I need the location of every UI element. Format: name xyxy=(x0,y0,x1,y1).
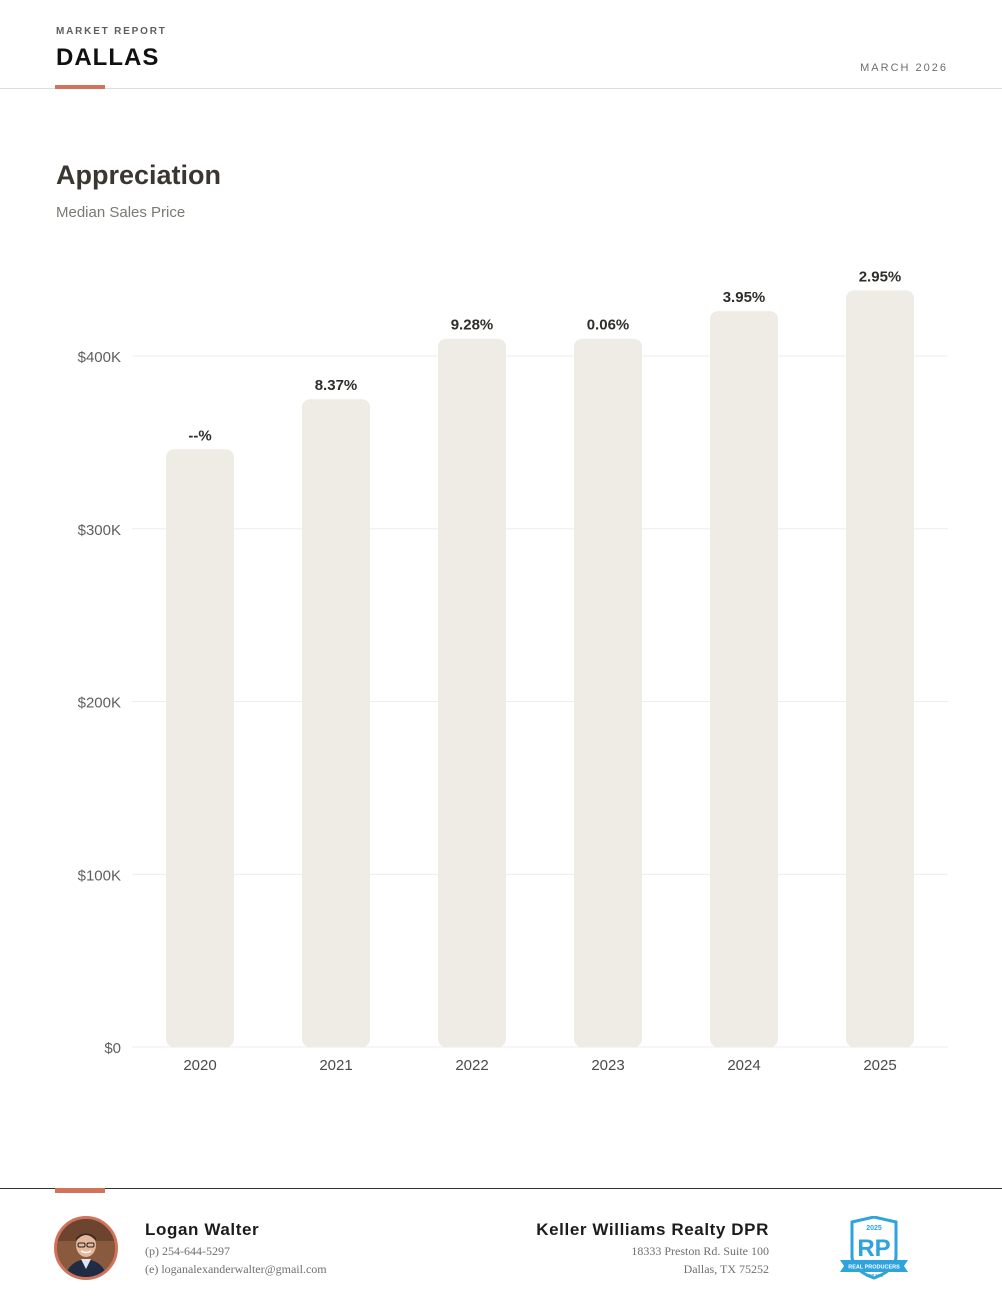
bar xyxy=(846,290,914,1048)
agent-phone[interactable]: (p) 254-644-5297 xyxy=(145,1244,230,1258)
bar-data-label: 0.06% xyxy=(587,317,630,334)
x-tick-label: 2022 xyxy=(455,1057,488,1074)
badge-ribbon: REAL PRODUCERS xyxy=(848,1265,900,1271)
report-eyebrow: MARKET REPORT xyxy=(56,26,167,37)
bar-data-label: --% xyxy=(188,427,211,444)
report-date: MARCH 2026 xyxy=(860,62,948,74)
brokerage-name: Keller Williams Realty DPR xyxy=(536,1220,769,1239)
y-tick-label: $300K xyxy=(78,522,121,539)
bar xyxy=(438,338,506,1048)
y-tick-label: $0 xyxy=(104,1040,121,1057)
bar xyxy=(710,311,778,1048)
bar xyxy=(302,399,370,1047)
agent-email[interactable]: (e) loganalexanderwalter@gmail.com xyxy=(145,1262,327,1276)
bar xyxy=(166,449,234,1047)
report-header: MARKET REPORT DALLAS MARCH 2026 xyxy=(0,0,1002,89)
bar-data-label: 2.95% xyxy=(859,268,902,285)
x-tick-label: 2025 xyxy=(863,1057,896,1074)
agent-avatar xyxy=(54,1216,118,1280)
appreciation-chart: $0 $100K $200K $300K $400K --% 2020 8.37% 2021 9.… xyxy=(0,240,1002,1100)
y-tick-label: $400K xyxy=(78,349,121,366)
y-tick-label: $100K xyxy=(78,867,121,884)
x-tick-label: 2020 xyxy=(183,1057,216,1074)
x-tick-label: 2023 xyxy=(591,1057,624,1074)
bar-data-label: 9.28% xyxy=(451,317,494,334)
agent-photo-icon xyxy=(57,1219,115,1277)
bar xyxy=(574,338,642,1048)
real-producers-badge-icon: 2025 RP REAL PRODUCERS TOP 500 xyxy=(840,1215,908,1280)
section-subtitle: Median Sales Price xyxy=(56,204,186,221)
footer-accent xyxy=(55,1188,105,1193)
agent-name: Logan Walter xyxy=(145,1220,260,1239)
badge-tier: TOP 500 xyxy=(865,1273,883,1278)
badge-letters: RP xyxy=(857,1235,890,1262)
brokerage-address-line-2: Dallas, TX 75252 xyxy=(683,1262,769,1276)
y-tick-label: $200K xyxy=(78,695,121,712)
x-tick-label: 2024 xyxy=(727,1057,760,1074)
section-title: Appreciation xyxy=(56,160,222,190)
real-producers-badge: 2025 RP REAL PRODUCERS TOP 500 xyxy=(838,1215,910,1280)
footer-divider xyxy=(0,1188,1002,1189)
brokerage-address-line-1: 18333 Preston Rd. Suite 100 xyxy=(631,1244,769,1258)
accent-underline xyxy=(55,85,105,89)
appreciation-chart-svg: $0 $100K $200K $300K $400K --% 2020 8.37% 2021 9.… xyxy=(78,268,948,1074)
x-tick-label: 2021 xyxy=(319,1057,352,1074)
bar-data-label: 8.37% xyxy=(315,377,358,394)
bar-data-label: 3.95% xyxy=(723,289,766,306)
badge-year: 2025 xyxy=(866,1225,882,1232)
city-title: DALLAS xyxy=(56,44,160,71)
